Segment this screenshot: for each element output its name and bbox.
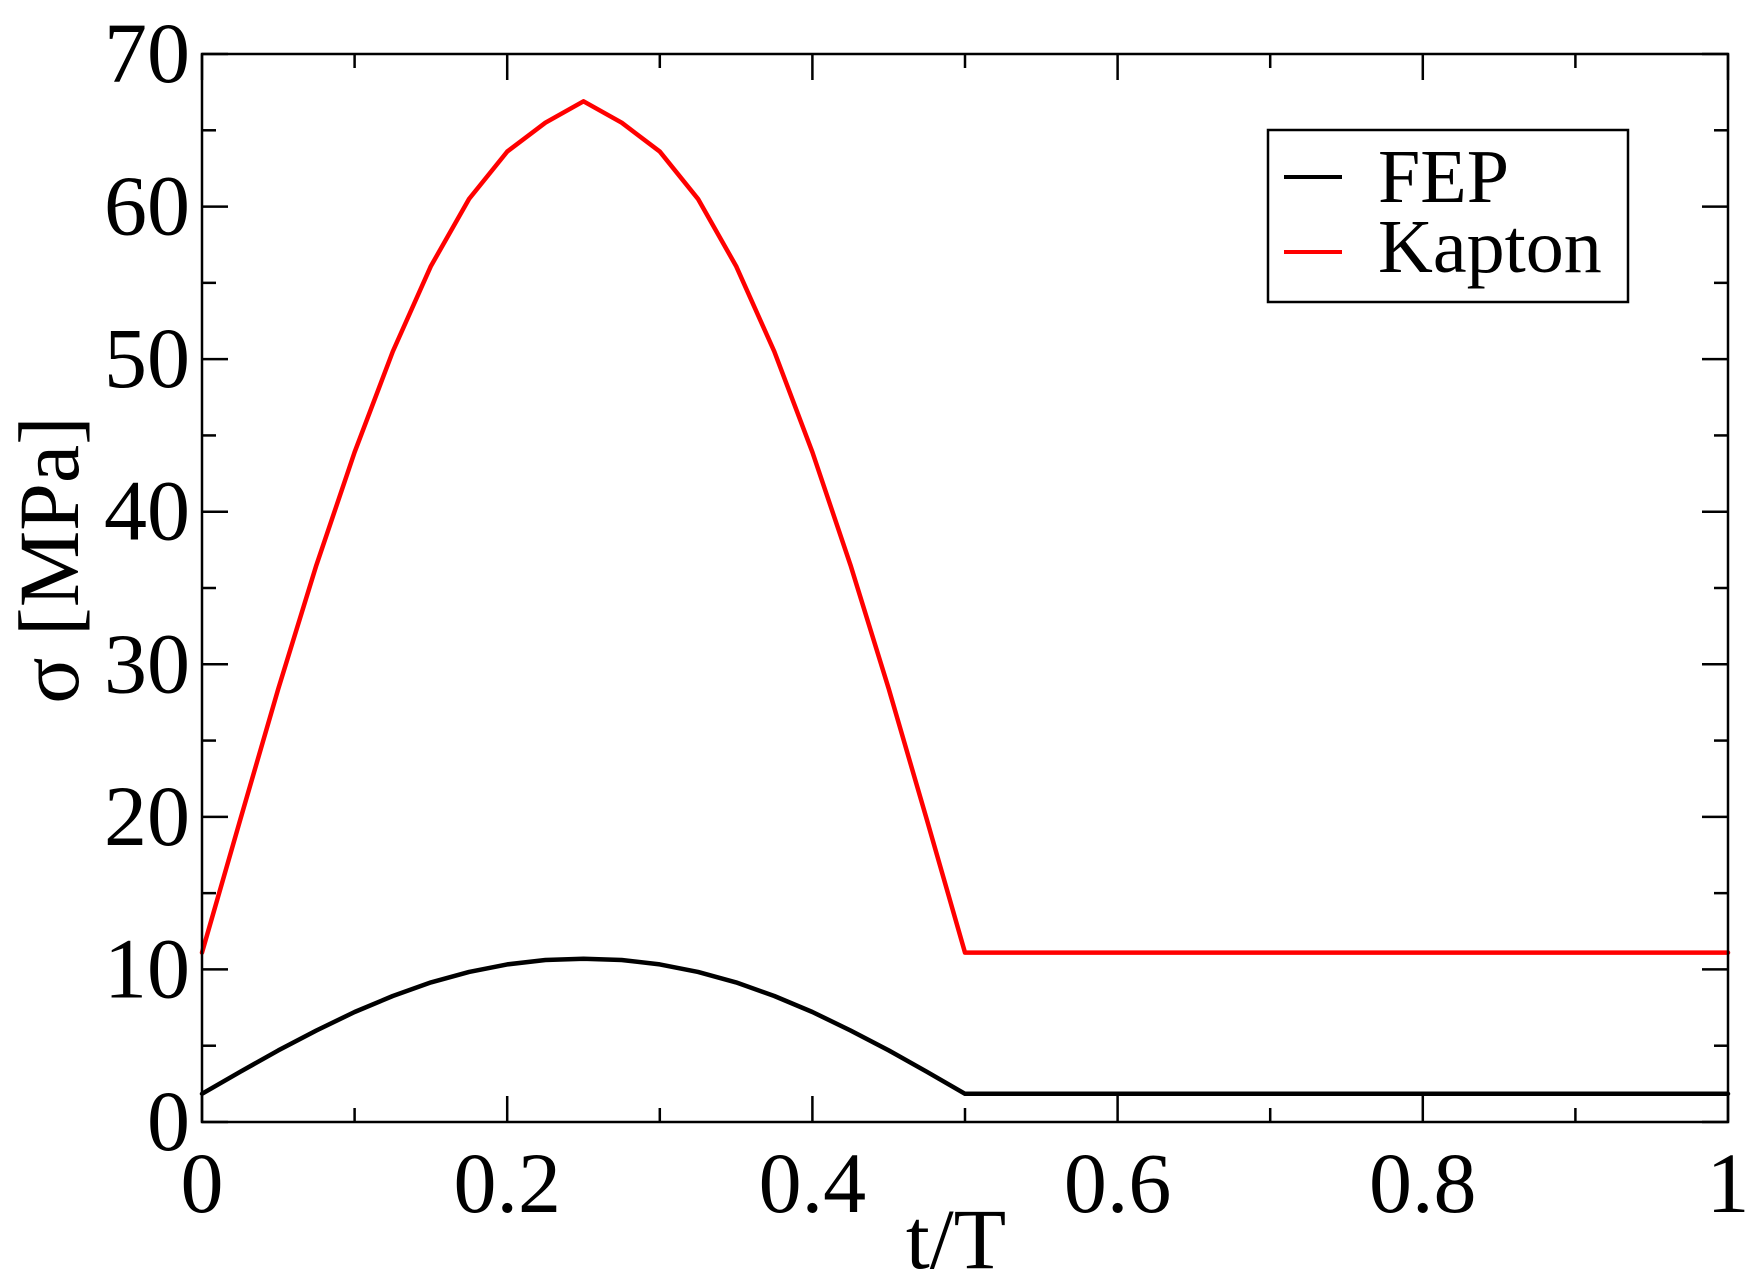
y-axis-label: σ [MPa]: [1, 416, 97, 704]
y-tick-label: 40: [104, 463, 190, 559]
y-tick-label: 0: [147, 1073, 190, 1169]
legend-label-fep: FEP: [1378, 135, 1509, 219]
data-series: [199, 99, 1731, 1097]
y-tick-label: 10: [104, 920, 190, 1016]
legend-label-kapton: Kapton: [1378, 205, 1602, 289]
x-tick-label: 0.8: [1369, 1135, 1477, 1231]
y-tick-label: 70: [104, 5, 190, 101]
y-tick-label: 50: [104, 310, 190, 406]
x-tick-label: 0: [181, 1135, 224, 1231]
legend-box: [1266, 128, 1630, 304]
y-tick-label: 20: [104, 768, 190, 864]
x-tick-label: 1: [1707, 1135, 1750, 1231]
x-tick-label: 0.2: [453, 1135, 561, 1231]
x-tick-label: 0.4: [759, 1135, 867, 1231]
series-line-fep: [199, 956, 1731, 1097]
y-tick-label: 60: [104, 158, 190, 254]
x-tick-label: 0.6: [1064, 1135, 1172, 1231]
plot-frame: [200, 52, 1730, 1124]
legend: FEP Kapton: [1266, 128, 1630, 304]
x-axis-label: t/T: [906, 1191, 1006, 1284]
y-tick-label: 30: [104, 615, 190, 711]
series-line-kapton: [199, 99, 1731, 955]
